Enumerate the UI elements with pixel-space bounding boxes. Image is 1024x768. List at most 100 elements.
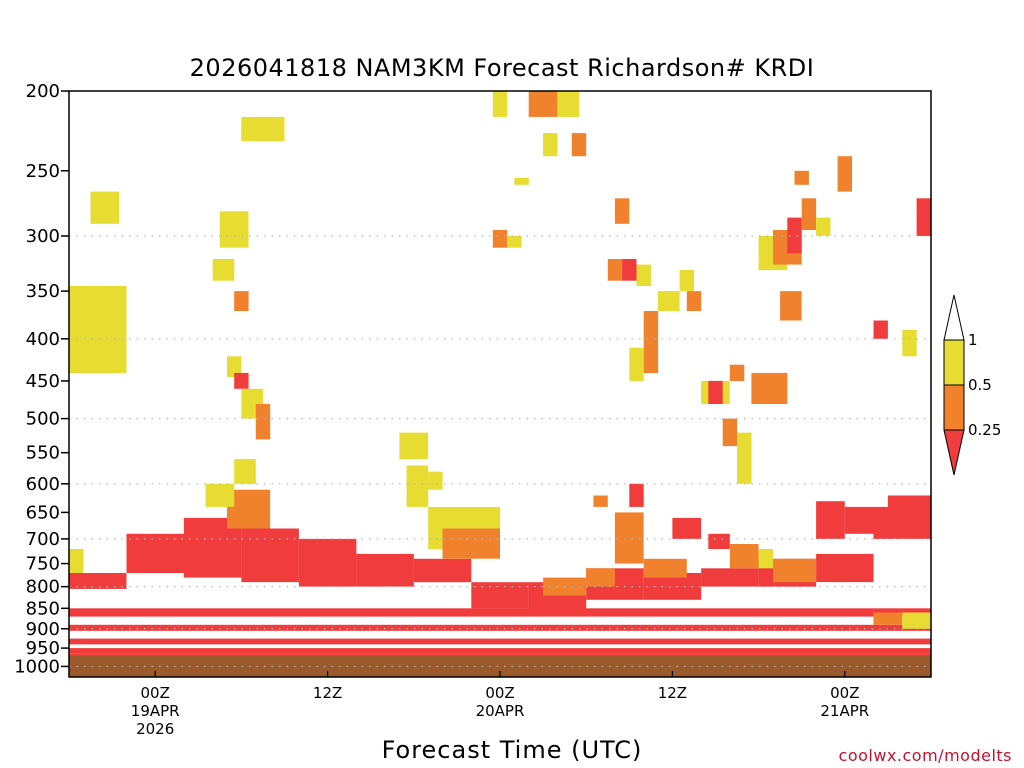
heatmap-cell [773,558,817,583]
heatmap-cell [701,568,759,587]
heatmap-cell [837,156,852,192]
legend-label: 1 [968,331,978,349]
heatmap-cell [816,501,845,539]
chart-title: 2026041818 NAM3KM Forecast Richardson# K… [190,54,815,82]
heatmap-cell [658,291,680,311]
heatmap-cell [729,364,745,381]
heatmap-cell [492,91,508,117]
heatmap-cell [902,612,931,629]
heatmap-cell [241,528,299,583]
x-tick-label: 12Z [313,684,342,702]
x-tick-label: 20APR [476,702,525,720]
heatmap-cell [234,459,256,484]
heatmap-cell [69,638,931,645]
heatmap-cell [787,217,802,254]
heatmap-cell [212,259,235,281]
legend-swatch-orange [943,384,965,431]
heatmap-cell [126,533,184,573]
x-tick-label: 2026 [136,720,174,738]
heatmap-cells [69,91,931,656]
legend-label: 0.5 [968,376,992,394]
x-tick-label: 12Z [658,684,687,702]
heatmap-cell [90,191,120,224]
heatmap-cell [234,372,249,389]
heatmap-cell [406,465,429,507]
heatmap-cell [801,198,817,230]
heatmap-cell [298,538,357,587]
x-tick-label: 00Z [830,684,859,702]
heatmap-cell [887,495,931,529]
heatmap-cell [902,329,917,357]
heatmap-cell [442,528,500,559]
heatmap-cell [629,483,644,507]
heatmap-cell [205,483,235,507]
heatmap-cell [571,133,587,157]
heatmap-cell [234,291,249,311]
heatmap-cell [492,230,508,248]
heatmap-cell [528,91,558,117]
x-tick-label: 21APR [820,702,869,720]
heatmap-cell [737,432,752,484]
heatmap-cell [399,432,429,460]
heatmap-cell [751,372,788,404]
grid-lines [69,235,931,668]
heatmap-cell [69,624,931,631]
heatmap-cell [557,91,579,117]
y-tick-label: 250 [26,161,60,182]
y-tick-label: 700 [26,529,60,550]
y-tick-label: 750 [26,554,60,575]
heatmap-cell [672,517,702,539]
heatmap-cell [686,291,702,311]
heatmap-cell [586,568,615,587]
heatmap-cell [614,198,630,224]
heatmap-cell [607,259,623,281]
heatmap-cell [708,533,730,549]
y-tick-label: 400 [26,329,60,350]
heatmap-cell [227,356,242,377]
source-credit: coolwx.com/modelts [839,746,1012,765]
y-tick-label: 850 [26,598,60,619]
heatmap-cell [69,573,127,589]
heatmap-cell [514,177,529,185]
y-tick-label: 1000 [14,656,60,677]
heatmap-cell [593,495,608,507]
heatmap-cell [69,285,127,373]
ground-surface [69,655,931,677]
y-tick-label: 650 [26,502,60,523]
heatmap-cell [816,217,831,236]
legend-label: 0.25 [968,421,1001,439]
y-tick-label: 550 [26,443,60,464]
heatmap-cell [816,553,874,583]
heatmap-cell [356,553,414,587]
color-legend: 1 0.5 0.25 [943,294,1001,476]
heatmap-cell [69,608,931,617]
y-tick-label: 200 [26,81,60,102]
y-axis: 200 250 300 350 400 450 500 550 600 650 700 7508008… [14,81,69,677]
y-tick-label: 600 [26,474,60,495]
heatmap-cell [629,347,644,381]
heatmap-cell [794,170,809,185]
heatmap-cell [69,549,84,573]
heatmap-cell [643,558,687,578]
heatmap-cell [69,653,931,656]
y-tick-label: 350 [26,281,60,302]
heatmap-cell [543,133,558,157]
heatmap-cell [636,264,651,286]
heatmap-cell [780,291,802,321]
x-axis-label: Forecast Time (UTC) [382,736,643,764]
heatmap-cell [219,211,249,248]
y-tick-label: 300 [26,226,60,247]
heatmap-cell [614,512,644,564]
heatmap-cell [844,506,874,534]
legend-arrow-bottom [943,429,965,476]
heatmap-cell [507,236,522,248]
legend-arrow-top [943,294,965,341]
y-tick-label: 950 [26,638,60,659]
heatmap-cell [873,320,888,339]
heatmap-cell [722,418,738,447]
x-tick-label: 19APR [131,702,180,720]
heatmap-cell [622,259,637,281]
